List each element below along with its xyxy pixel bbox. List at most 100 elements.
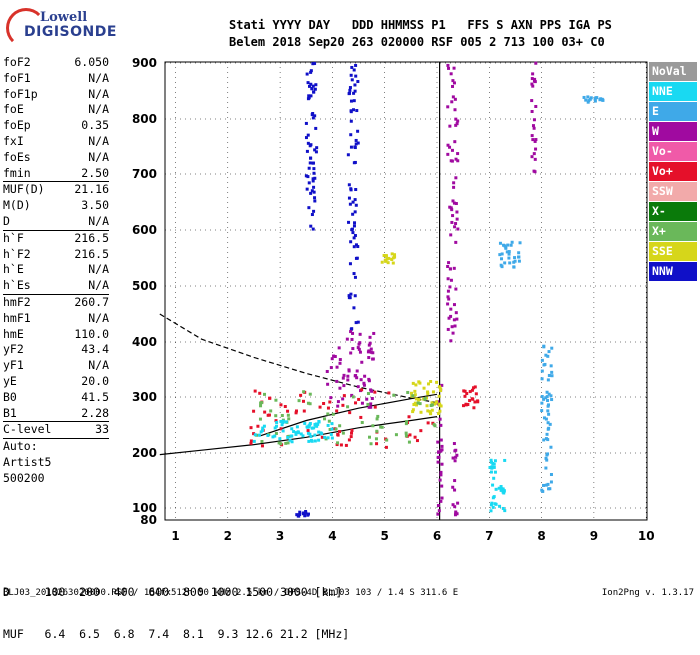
header-line1: Stati YYYY DAY DDD HHMMSS P1 FFS S AXN P… <box>229 18 612 32</box>
trace-point-e <box>541 489 545 493</box>
trace-point-w <box>533 157 537 161</box>
trace-point-e <box>546 378 550 382</box>
param-divider <box>3 229 109 231</box>
param-value: 110.0 <box>74 326 109 341</box>
trace-point-e <box>550 374 554 378</box>
trace-point-w <box>370 397 374 401</box>
trace-point-w <box>362 381 366 385</box>
trace-point-x- <box>369 442 373 446</box>
trace-point-vo- <box>373 390 377 394</box>
trace-point-x- <box>274 398 278 402</box>
trace-point-e <box>540 409 544 413</box>
trace-point-nne <box>275 424 279 428</box>
trace-point-nne <box>313 439 317 443</box>
trace-point-nne <box>290 440 294 444</box>
trace-point-nnw <box>306 133 310 137</box>
trace-point-nne <box>491 505 495 509</box>
trace-point-x- <box>375 417 379 421</box>
footer-version: Ion2Png v. 1.3.17 <box>601 588 694 598</box>
trace-point-e <box>546 404 550 408</box>
trace-point-vo- <box>266 413 270 417</box>
trace-point-x- <box>280 414 284 418</box>
trace-point-nne <box>297 431 301 435</box>
trace-point-sse <box>437 412 441 416</box>
trace-point-e <box>505 250 509 254</box>
param-row: M(D) 3.50 <box>3 198 109 214</box>
trace-point-nnw <box>304 136 308 140</box>
x-tick-label: 4 <box>328 529 336 543</box>
trace-point-nne <box>490 466 494 470</box>
trace-point-nnw <box>351 231 355 235</box>
trace-point-sse <box>411 381 415 385</box>
trace-point-nne <box>319 431 323 435</box>
trace-point-vo- <box>263 410 267 414</box>
trace-point-sse <box>439 387 443 391</box>
trace-point-w <box>453 108 457 112</box>
legend-item-sse: SSE <box>649 242 697 261</box>
trace-point-sse <box>385 257 389 261</box>
trace-point-e <box>547 373 551 377</box>
trace-point-x- <box>286 413 290 417</box>
trace-point-w <box>451 214 455 218</box>
trace-point-w <box>530 155 534 159</box>
trace-point-e <box>593 99 597 103</box>
trace-point-sse <box>386 261 390 265</box>
trace-point-nnw <box>356 80 360 84</box>
legend-item-nnw: NNW <box>649 262 697 281</box>
trace-point-nnw <box>356 141 360 145</box>
trace-point-vo- <box>476 400 480 404</box>
param-value: 43.4 <box>81 342 109 357</box>
trace-point-e <box>518 241 522 245</box>
trace-point-nne <box>299 432 303 436</box>
trace-point-nnw <box>314 126 318 130</box>
trace-point-x- <box>405 420 409 424</box>
trace-point-nnw <box>353 234 357 238</box>
trace-point-w <box>453 225 457 229</box>
trace-point-w <box>439 438 443 442</box>
trace-point-e <box>513 259 517 263</box>
auto-note: Auto: <box>3 439 38 454</box>
trace-point-nnw <box>350 78 354 82</box>
trace-point-w <box>437 509 441 513</box>
trace-point-nnw <box>352 245 356 249</box>
trace-point-vo- <box>407 415 411 419</box>
trace-point-vo- <box>294 409 298 413</box>
trace-point-x- <box>326 412 330 416</box>
trace-point-w <box>453 97 457 101</box>
param-value: 260.7 <box>74 294 109 309</box>
trace-point-e <box>507 256 511 260</box>
trace-point-x- <box>375 429 379 433</box>
trace-point-w <box>453 488 457 492</box>
trace-point-nnw <box>352 108 356 112</box>
trace-point-w <box>451 503 455 507</box>
trace-point-w <box>330 357 334 361</box>
trace-point-nnw <box>352 99 356 103</box>
trace-point-nnw <box>304 511 308 515</box>
trace-point-x- <box>394 433 398 437</box>
param-value: 216.5 <box>74 246 109 261</box>
trace-point-sse <box>390 258 394 262</box>
trace-point-w <box>358 350 362 354</box>
trace-point-nne <box>288 438 292 442</box>
legend: NoVal NNE E W Vo- Vo+ SSW X- X+ SSE NNW <box>649 62 697 282</box>
trace-point-nne <box>273 434 277 438</box>
trace-point-nnw <box>353 83 357 87</box>
trace-point-e <box>542 397 546 401</box>
trace-point-nne <box>294 432 298 436</box>
trace-point-w <box>456 227 460 231</box>
trace-point-vo- <box>344 443 348 447</box>
trace-point-nnw <box>306 175 310 179</box>
trace-point-w <box>440 383 444 387</box>
trace-point-sse <box>426 390 430 394</box>
trace-point-nnw <box>313 176 317 180</box>
trace-point-x- <box>269 409 273 413</box>
param-divider <box>3 438 109 440</box>
trace-point-w <box>453 479 457 483</box>
trace-point-w <box>449 72 453 76</box>
trace-point-nne <box>281 429 285 433</box>
trace-point-e <box>510 240 514 244</box>
trace-point-w <box>338 386 342 390</box>
trace-point-nne <box>488 465 492 469</box>
trace-point-vo- <box>350 431 354 435</box>
trace-point-w <box>450 220 454 224</box>
